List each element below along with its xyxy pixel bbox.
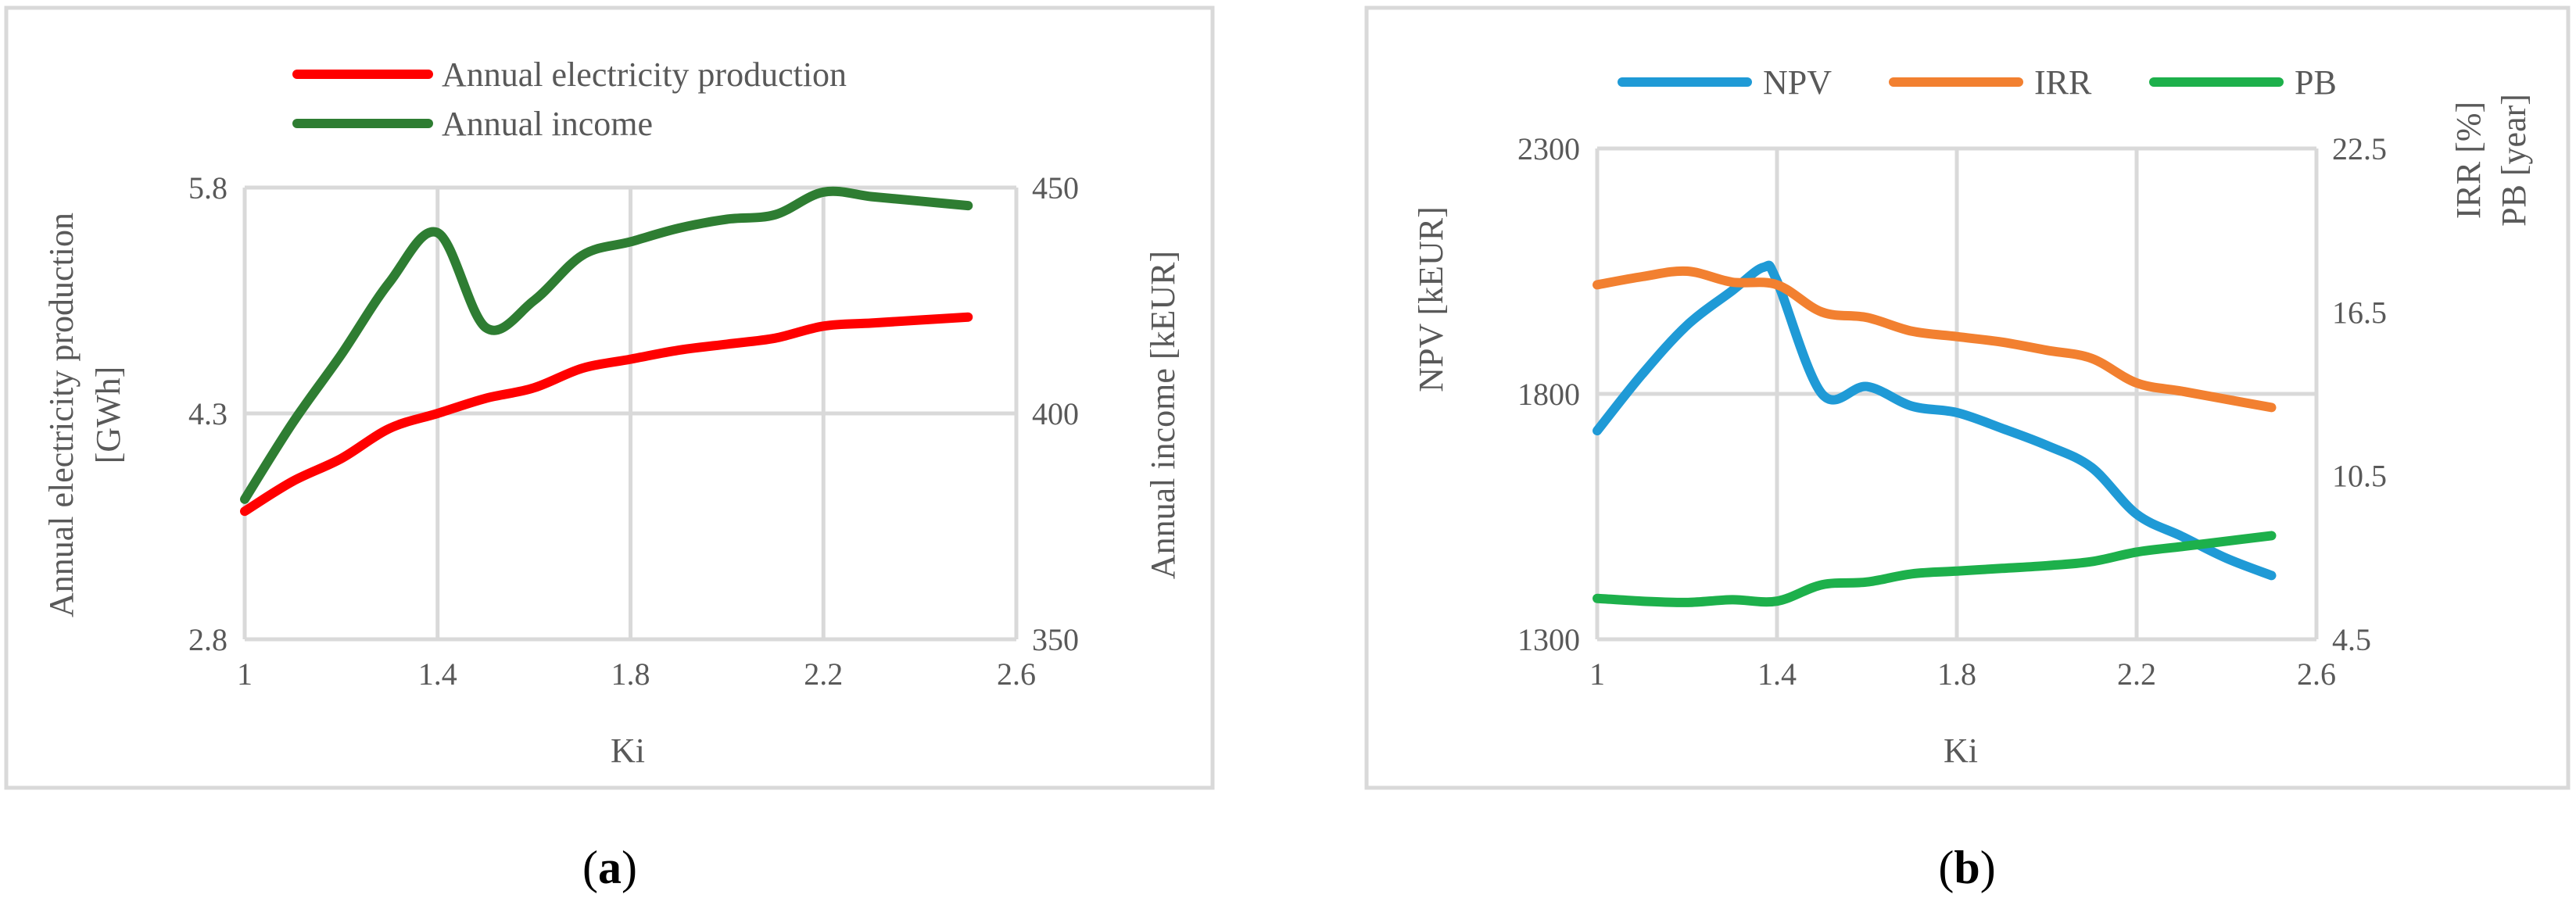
y-axis-label-a-line1: Annual electricity production (42, 213, 81, 617)
chart-panel-a: 1 1.4 1.8 2.2 2.6 2.8 4.3 5.8 350 400 450 Annual e… (4, 5, 1215, 790)
x-tick-label-a-1: 1.4 (418, 656, 457, 692)
y2-tick-label-a-2: 450 (1032, 170, 1079, 206)
x-tick-label-a-2: 1.8 (611, 656, 650, 692)
y2-tick-label-a-1: 400 (1032, 396, 1079, 431)
x-tick-label-a-0: 1 (237, 656, 253, 692)
chart-frame-a (4, 5, 1215, 790)
series-line-b-irr (1593, 266, 2277, 413)
y2-axis-label-b-line1: IRR [%] (2449, 102, 2488, 219)
caption-a: (a) (582, 842, 637, 893)
y2-axis-label-b-line2: PB [year] (2495, 94, 2533, 227)
chart-panel-b: 1 1.4 1.8 2.2 2.6 1300 1800 2300 4.5 10.5 16.5 22.5… (1364, 5, 2571, 790)
y-tick-label-b-2: 2300 (1517, 131, 1580, 166)
series-line-b-npv (1593, 260, 2277, 581)
y-tick-label-b-0: 1300 (1517, 622, 1580, 657)
x-tick-label-b-0: 1 (1589, 656, 1605, 692)
x-axis-label-a: Ki (611, 732, 645, 770)
legend-label-b-pb: PB (2295, 63, 2337, 102)
series-group-a (240, 186, 973, 517)
series-group-b (1593, 260, 2277, 607)
x-tick-label-a-3: 2.2 (804, 656, 843, 692)
y2-tick-label-b-3: 22.5 (2332, 131, 2387, 166)
legend-label-a-annual-electricity-production: Annual electricity production (442, 55, 847, 94)
x-tick-label-b-1: 1.4 (1757, 656, 1797, 692)
gridlines-b (1595, 146, 2319, 642)
y2-tick-label-b-1: 10.5 (2332, 459, 2387, 494)
y2-tick-label-a-0: 350 (1032, 622, 1079, 657)
y2-tick-label-b-0: 4.5 (2332, 622, 2371, 657)
chart-frame-b (1364, 5, 2571, 790)
tick-labels-b: 1 1.4 1.8 2.2 2.6 1300 1800 2300 4.5 10.5 16.5 22.5 (1517, 131, 2387, 692)
series-line-b-pb (1593, 531, 2277, 607)
x-tick-label-b-4: 2.6 (2297, 656, 2336, 692)
gridlines-a (242, 185, 1019, 642)
y-tick-label-a-0: 2.8 (188, 622, 228, 657)
y2-axis-label-a: Annual income [kEUR] (1144, 251, 1182, 579)
caption-b: (b) (1938, 842, 1995, 893)
y-tick-label-b-1: 1800 (1517, 377, 1580, 412)
tick-labels-a: 1 1.4 1.8 2.2 2.6 2.8 4.3 5.8 350 400 450 (188, 170, 1079, 692)
x-tick-label-a-4: 2.6 (997, 656, 1036, 692)
legend-a: Annual electricity production Annual inco… (292, 55, 847, 143)
y-axis-label-a-line2: [GWh] (89, 367, 127, 464)
y2-tick-label-b-2: 16.5 (2332, 295, 2387, 330)
series-line-a-annual-electricity-production (240, 312, 973, 517)
legend-label-a-annual-income: Annual income (442, 105, 653, 143)
legend-label-b-npv: NPV (1763, 63, 1832, 102)
y-tick-label-a-2: 5.8 (188, 170, 228, 206)
series-line-a-annual-income (240, 186, 973, 504)
y-axis-label-b: NPV [kEUR] (1412, 206, 1450, 392)
legend-label-b-irr: IRR (2034, 63, 2092, 102)
x-axis-label-b: Ki (1944, 732, 1978, 770)
y-tick-label-a-1: 4.3 (188, 396, 228, 431)
x-tick-label-b-3: 2.2 (2117, 656, 2156, 692)
x-tick-label-b-2: 1.8 (1937, 656, 1976, 692)
legend-b: NPV IRR PB (1618, 63, 2337, 102)
